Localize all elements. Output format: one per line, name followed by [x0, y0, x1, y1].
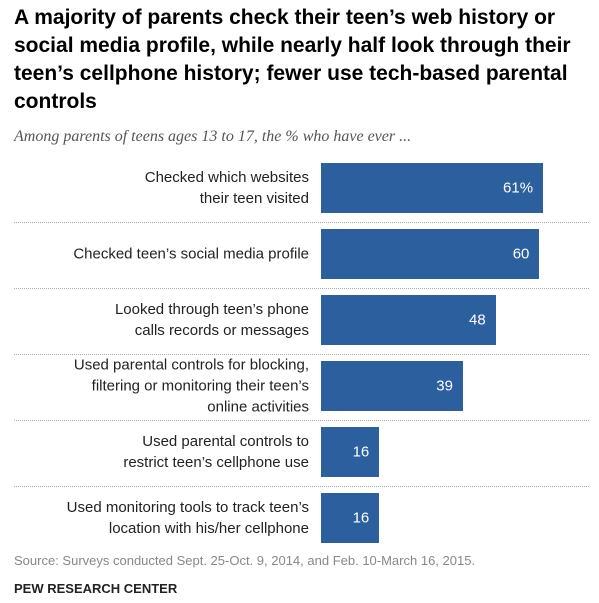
bar — [321, 361, 463, 411]
value-label: 39 — [436, 377, 453, 395]
category-label: Checked teen’s social media profile — [73, 245, 309, 263]
separator — [14, 354, 589, 355]
bar — [321, 229, 540, 279]
category-label: Checked which websites their teen visite… — [144, 169, 309, 207]
value-label: 60 — [512, 245, 530, 263]
separator — [14, 288, 589, 289]
category-label: Used monitoring tools to track teen’s lo… — [66, 499, 309, 537]
chart-title: A majority of parents check their teen’s… — [14, 6, 571, 113]
bar — [321, 163, 544, 213]
chart-subtitle: Among parents of teens ages 13 to 17, th… — [14, 128, 412, 145]
category-label: Used parental controls for blocking, fil… — [73, 356, 309, 416]
category-label: Looked through teen’s phone calls record… — [114, 301, 309, 339]
bar — [321, 295, 496, 345]
separator — [14, 420, 589, 421]
value-label: 16 — [352, 509, 370, 527]
value-label: 48 — [469, 311, 486, 329]
value-label: 61% — [503, 179, 534, 197]
source-note: Source: Surveys conducted Sept. 25-Oct. … — [14, 553, 476, 568]
value-label: 16 — [352, 443, 370, 461]
separator — [14, 222, 589, 223]
category-label: Used parental controls to restrict teen’… — [123, 433, 309, 471]
credit: PEW RESEARCH CENTER — [14, 581, 178, 596]
bar — [321, 493, 380, 543]
bar — [321, 427, 380, 477]
separator — [14, 486, 589, 487]
